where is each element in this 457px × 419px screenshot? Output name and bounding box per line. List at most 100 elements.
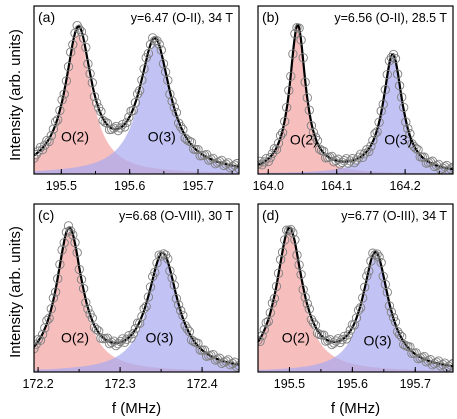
peak-label: O(2) [290, 131, 318, 147]
data-point [169, 280, 179, 290]
panel-plot-area-4 [258, 224, 453, 372]
data-point [186, 137, 197, 147]
panel-label: (c) [38, 207, 54, 223]
data-point [275, 254, 286, 265]
x-tick-label: 172.2 [22, 377, 53, 391]
data-point [388, 49, 399, 60]
data-point [74, 24, 84, 34]
data-point [308, 127, 319, 138]
panel-label: (a) [38, 9, 55, 25]
data-point [72, 247, 82, 258]
data-point [57, 95, 67, 105]
data-point [353, 305, 364, 315]
data-point [368, 135, 378, 146]
panel-3: 172.2 172.3 172.4 (c) y=6.68 (O-VIII), 30 T O… [22, 203, 240, 417]
peak-label: O(3) [384, 131, 412, 147]
data-point [275, 130, 286, 141]
data-point [165, 89, 175, 99]
data-point [261, 154, 271, 164]
data-point [126, 333, 136, 343]
plot-frame [257, 203, 454, 373]
data-point [271, 281, 282, 292]
data-point [48, 124, 59, 134]
data-point [109, 123, 119, 133]
data-point [360, 282, 370, 292]
data-point [171, 293, 182, 304]
peak-area-o3 [34, 256, 239, 372]
data-point [167, 96, 177, 106]
data-point [282, 102, 292, 113]
panel-title: y=6.68 (O-VIII), 30 T [119, 209, 233, 223]
data-point [403, 123, 413, 134]
data-point [87, 78, 97, 88]
data-point [135, 318, 145, 328]
data-point [337, 334, 347, 345]
data-point [189, 336, 199, 347]
panel-label: (d) [262, 207, 279, 223]
plot-frame [33, 203, 240, 373]
data-point [165, 266, 175, 276]
data-point [143, 48, 154, 59]
data-point [117, 119, 128, 130]
panels-group: 195.5 195.6 195.7 (a) y=6.47 (O-II), 34 T O(2… [22, 5, 454, 417]
data-point [300, 77, 310, 87]
data-point [232, 159, 239, 169]
data-point [374, 117, 384, 127]
data-point [143, 292, 154, 302]
data-point [372, 249, 382, 259]
data-point [94, 326, 104, 336]
data-point [124, 112, 134, 122]
data-point [115, 123, 125, 133]
data-point [263, 316, 273, 327]
y-axis-title-bottom: Intensity (arb. units) [7, 226, 24, 358]
data-point [57, 245, 67, 255]
data-point [411, 143, 421, 154]
data-point [81, 297, 91, 308]
data-point [258, 336, 265, 346]
panel-4: 195.5 195.6 195.7 (d) y=6.77 (O-III), 34 T O(… [257, 203, 454, 417]
data-point [372, 127, 382, 137]
data-point [286, 71, 296, 81]
x-tick-label: 195.5 [46, 179, 77, 193]
data-point [294, 23, 304, 33]
data-point [48, 293, 59, 303]
data-point [232, 362, 239, 372]
data-point [96, 106, 106, 117]
panel-label: (b) [262, 9, 279, 25]
data-point [296, 269, 306, 280]
x-axis-title: f (MHz) [112, 400, 161, 417]
data-point [124, 331, 134, 341]
data-point [81, 42, 91, 53]
data-point [78, 283, 89, 294]
data-point [300, 292, 310, 302]
data-point [178, 124, 188, 135]
data-point [212, 158, 223, 168]
data-point [42, 315, 52, 326]
data-point [288, 49, 298, 59]
data-point [171, 107, 182, 118]
data-point [364, 146, 374, 157]
data-point [392, 69, 403, 79]
data-point [169, 102, 179, 112]
data-point [178, 310, 188, 321]
data-point [182, 324, 192, 334]
x-tick-label: 164.2 [389, 179, 420, 193]
data-point [294, 260, 304, 270]
data-point [446, 164, 453, 174]
data-point [341, 334, 351, 344]
data-point [355, 149, 366, 159]
data-point [370, 128, 380, 139]
data-point [306, 120, 317, 131]
x-axis-title: f (MHz) [331, 400, 380, 417]
data-point [446, 360, 453, 370]
x-tick-label: 172.4 [186, 377, 217, 391]
peak-area-o3 [258, 256, 453, 372]
data-point [401, 117, 411, 127]
data-point [141, 301, 151, 312]
data-point [176, 122, 186, 132]
data-point [366, 141, 376, 151]
data-point [50, 117, 61, 127]
data-point [273, 268, 284, 278]
data-point [312, 135, 323, 146]
data-point [288, 228, 298, 238]
